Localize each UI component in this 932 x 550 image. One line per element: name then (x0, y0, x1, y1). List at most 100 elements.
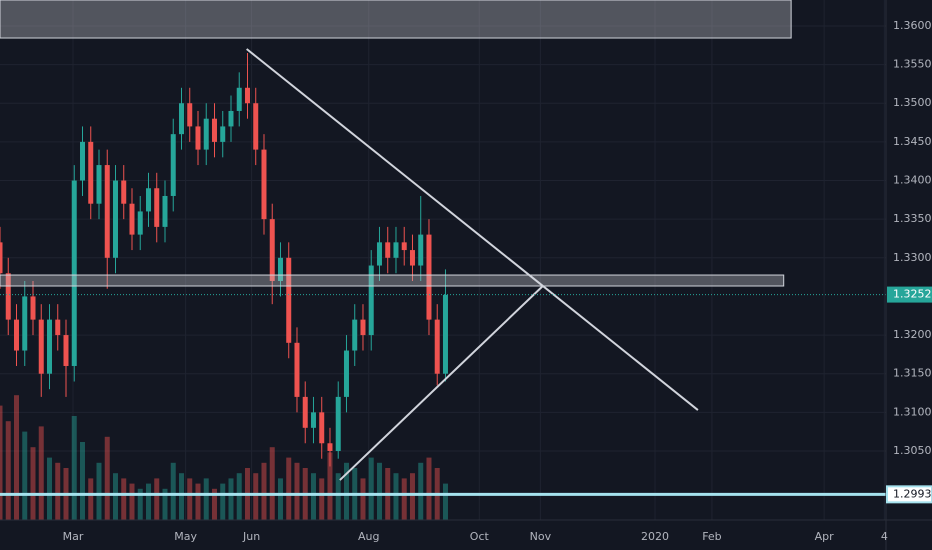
volume-bar (343, 462, 349, 520)
x-tick-label: Oct (470, 530, 490, 543)
y-tick-label: 1.34000 (893, 174, 932, 187)
candle-body (79, 141, 85, 181)
candle-body (277, 257, 283, 281)
volume-bar (286, 457, 292, 520)
volume-bar (228, 478, 234, 520)
candle-body (319, 412, 325, 444)
volume-bar (145, 483, 151, 520)
y-tick-label: 1.34500 (893, 135, 932, 148)
volume-bar (13, 395, 19, 520)
x-tick-label: Mar (63, 530, 84, 543)
volume-bar (104, 436, 110, 520)
volume-bar (121, 478, 127, 520)
candle-body (302, 396, 308, 428)
y-tick-label: 1.36000 (893, 19, 932, 32)
candle-body (343, 350, 349, 397)
candle-body (327, 443, 333, 451)
volume-bar (162, 488, 168, 520)
axes: 1.36000 1.35500 1.35000 1.34500 1.34000 1.335… (63, 19, 932, 543)
candle-body (13, 319, 19, 351)
drawings (0, 0, 886, 496)
volume-bar (0, 405, 3, 520)
candle-body (0, 242, 3, 274)
candle-body (96, 165, 102, 204)
price-label: 1.32524 (893, 288, 932, 301)
volume-bar (55, 462, 61, 520)
volume-bar (327, 452, 333, 520)
zone (0, 274, 785, 287)
x-tick-label: Nov (530, 530, 552, 543)
candle-body (418, 234, 424, 266)
volume-bar (418, 462, 424, 520)
volume-bar (22, 431, 28, 520)
candle-body (5, 273, 11, 320)
candle-body (393, 242, 399, 258)
candle-body (154, 188, 160, 227)
volume-bar (30, 447, 36, 520)
volume-bar (426, 457, 432, 520)
volume-bar (96, 462, 102, 520)
volume-bar (154, 478, 160, 520)
candle-body (286, 257, 292, 343)
y-tick-label: 1.30500 (893, 444, 932, 457)
volume-bar (112, 473, 118, 520)
x-tick-label: Feb (702, 530, 721, 543)
candle-body (253, 103, 259, 150)
candle-body (310, 412, 316, 428)
candle-body (162, 195, 168, 227)
zone (0, 0, 792, 39)
candle-body (434, 319, 440, 374)
candle-body (22, 296, 28, 351)
candle-body (38, 319, 44, 374)
price-pane (0, 53, 448, 467)
candle-body (46, 319, 52, 374)
candle-body (376, 242, 382, 266)
volume-bar (195, 483, 201, 520)
volume-bar (319, 478, 325, 520)
volume-bar (46, 457, 52, 520)
volume-bar (360, 478, 366, 520)
candle-body (137, 211, 143, 235)
candle-body (30, 296, 36, 320)
candle-body (261, 149, 267, 220)
candle-body (63, 335, 69, 366)
candle-body (195, 126, 201, 150)
volume-bar (376, 462, 382, 520)
candle-body (335, 396, 341, 451)
volume-bar (211, 488, 217, 520)
volume-bar (137, 488, 143, 520)
trendline (339, 285, 544, 481)
volume-bar (79, 442, 85, 520)
candle-body (88, 141, 94, 204)
volume-bar (71, 416, 77, 520)
candle-body (352, 319, 358, 351)
volume-bar (294, 462, 300, 520)
candle-body (269, 219, 275, 281)
y-tick-label: 1.31500 (893, 367, 932, 380)
volume-bar (129, 483, 135, 520)
volume-bar (38, 426, 44, 520)
candle-body (244, 87, 250, 104)
candle-body (71, 180, 77, 366)
volume-bar (220, 483, 226, 520)
volume-bar (170, 462, 176, 520)
volume-bar (335, 473, 341, 520)
candle-body (385, 242, 391, 258)
volume-bar (401, 478, 407, 520)
volume-bar (203, 478, 209, 520)
volume-bar (409, 473, 415, 520)
y-tick-label: 1.32000 (893, 328, 932, 341)
candle-body (203, 118, 209, 150)
y-tick-label: 1.33000 (893, 251, 932, 264)
candle-body (409, 250, 415, 266)
candle-body (55, 319, 61, 336)
candle-body (129, 203, 135, 235)
x-tick-label: Apr (815, 530, 835, 543)
x-tick-label: 2020 (641, 530, 669, 543)
candle-body (426, 234, 432, 320)
candle-body (104, 165, 110, 258)
y-tick-label: 1.33500 (893, 212, 932, 225)
volume-bar (5, 421, 11, 520)
